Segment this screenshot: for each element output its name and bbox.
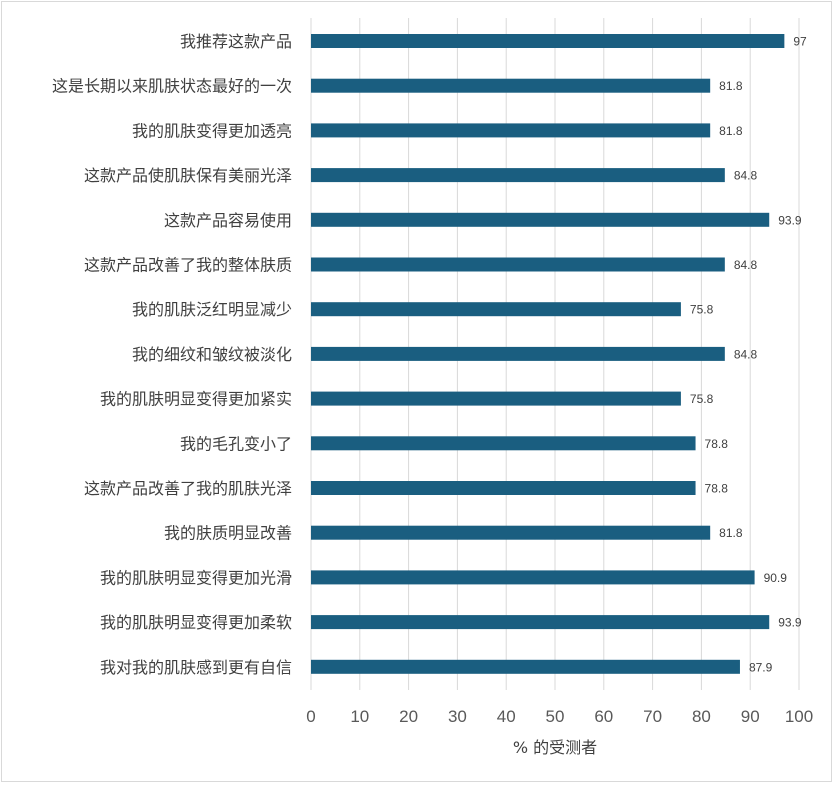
- bar: [311, 123, 711, 138]
- data-label: 87.9: [749, 660, 773, 674]
- category-labels: 我推荐这款产品这是长期以来肌肤状态最好的一次我的肌肤变得更加透亮这款产品使肌肤保…: [52, 32, 292, 677]
- category-label: 我的肤质明显改善: [164, 524, 292, 543]
- category-label: 我对我的肌肤感到更有自信: [100, 658, 292, 677]
- value-labels: 97 81.8 81.8 84.8 93.9 84.8 75.8 84.8 75.8 78.8 78…: [690, 35, 807, 675]
- x-axis-title: % 的受测者: [513, 738, 597, 757]
- data-label: 97: [793, 35, 807, 49]
- category-label: 我的肌肤明显变得更加光滑: [100, 568, 292, 587]
- x-tick-label: 50: [546, 707, 565, 726]
- category-label: 这款产品改善了我的肌肤光泽: [84, 479, 292, 498]
- data-label: 75.8: [690, 392, 714, 406]
- x-tick-label: 100: [785, 707, 813, 726]
- category-label: 这是长期以来肌肤状态最好的一次: [52, 77, 292, 96]
- bars: [311, 34, 785, 674]
- bar: [311, 212, 770, 227]
- category-label: 我的肌肤明显变得更加柔软: [100, 613, 292, 632]
- data-label: 78.8: [705, 482, 729, 496]
- data-label: 84.8: [734, 347, 758, 361]
- bar: [311, 615, 770, 630]
- category-label: 这款产品使肌肤保有美丽光泽: [84, 166, 292, 185]
- bar: [311, 34, 785, 48]
- x-tick-label: 80: [692, 707, 711, 726]
- category-label: 我的毛孔变小了: [180, 434, 292, 453]
- data-label: 93.9: [778, 213, 802, 227]
- category-label: 我的肌肤泛红明显减少: [132, 300, 292, 319]
- category-label: 这款产品容易使用: [164, 211, 292, 230]
- bar: [311, 391, 681, 406]
- x-tick-labels: 0 10 20 30 40 50 60 70 80 90 100: [306, 707, 813, 726]
- data-label: 84.8: [734, 169, 758, 183]
- bar: [311, 570, 755, 585]
- bar: [311, 302, 681, 317]
- x-tick-label: 0: [306, 707, 315, 726]
- bar: [311, 436, 696, 451]
- x-tick-label: 40: [497, 707, 516, 726]
- category-label: 我推荐这款产品: [180, 32, 292, 51]
- bar: [311, 525, 711, 540]
- bar: [311, 481, 696, 495]
- x-tick-label: 70: [643, 707, 662, 726]
- bar: [311, 346, 725, 361]
- x-tick-label: 30: [448, 707, 467, 726]
- x-tick-label: 90: [741, 707, 760, 726]
- category-label: 我的肌肤明显变得更加紧实: [100, 390, 292, 409]
- data-label: 84.8: [734, 258, 758, 272]
- category-label: 我的细纹和皱纹被淡化: [132, 345, 292, 364]
- data-label: 93.9: [778, 616, 802, 630]
- data-label: 78.8: [705, 437, 729, 451]
- x-tick-label: 10: [350, 707, 369, 726]
- bar: [311, 257, 725, 272]
- data-label: 90.9: [764, 571, 788, 585]
- bar: [311, 659, 740, 674]
- data-label: 75.8: [690, 303, 714, 317]
- bar: [311, 78, 711, 93]
- data-label: 81.8: [719, 526, 743, 540]
- x-tick-label: 20: [399, 707, 418, 726]
- x-tick-label: 60: [594, 707, 613, 726]
- data-label: 81.8: [719, 124, 743, 138]
- bar: [311, 168, 725, 183]
- category-label: 我的肌肤变得更加透亮: [132, 121, 292, 140]
- category-label: 这款产品改善了我的整体肤质: [84, 256, 292, 275]
- data-label: 81.8: [719, 79, 743, 93]
